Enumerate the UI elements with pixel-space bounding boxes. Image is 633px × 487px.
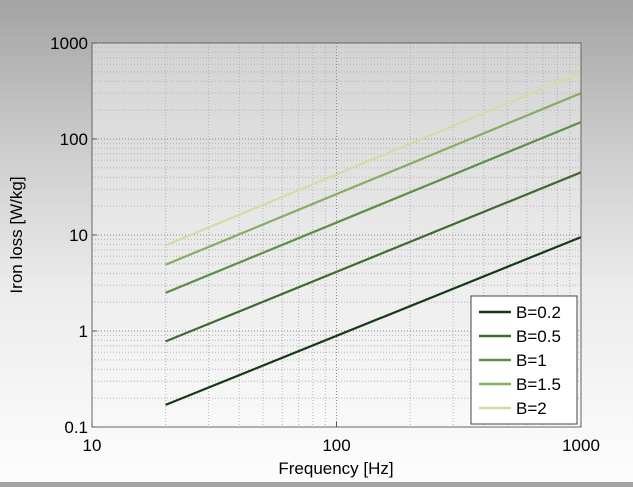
grid [92,43,581,427]
legend-label-2: B=1 [516,351,547,370]
series-line-2 [165,121,582,294]
series-lines [165,71,582,406]
y-axis-title: Iron loss [W/kg] [7,176,26,293]
y-tick-label: 1 [79,322,88,341]
y-tick-label: 0.1 [64,418,88,437]
x-tick-label: 10 [83,436,102,455]
legend: B=0.2 B=0.5 B=1 B=1.5 B=2 [470,295,578,425]
y-tick-label: 1000 [50,34,88,53]
x-tick-label: 100 [322,436,350,455]
axis-ticks: 10 100 1000 0.1 1 10 100 1000 [50,34,600,455]
y-tick-label: 100 [60,130,88,149]
series-line-1 [165,171,582,343]
x-tick-label: 1000 [562,436,600,455]
series-line-4 [165,71,582,247]
y-tick-label: 10 [69,226,88,245]
x-axis-title: Frequency [Hz] [278,459,393,478]
series-line-3 [165,92,582,266]
series-line-0 [165,236,582,406]
legend-label-4: B=2 [516,399,547,418]
legend-label-1: B=0.5 [516,327,561,346]
legend-label-0: B=0.2 [516,303,561,322]
legend-label-3: B=1.5 [516,375,561,394]
